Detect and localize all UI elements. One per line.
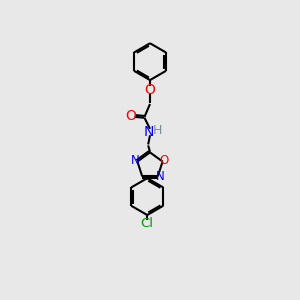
Text: Cl: Cl — [141, 217, 154, 230]
Text: N: N — [156, 170, 165, 183]
Text: O: O — [160, 154, 169, 167]
Text: N: N — [130, 154, 140, 167]
Text: O: O — [145, 83, 155, 97]
Text: N: N — [144, 124, 154, 139]
Text: H: H — [153, 124, 162, 137]
Text: O: O — [125, 109, 136, 123]
